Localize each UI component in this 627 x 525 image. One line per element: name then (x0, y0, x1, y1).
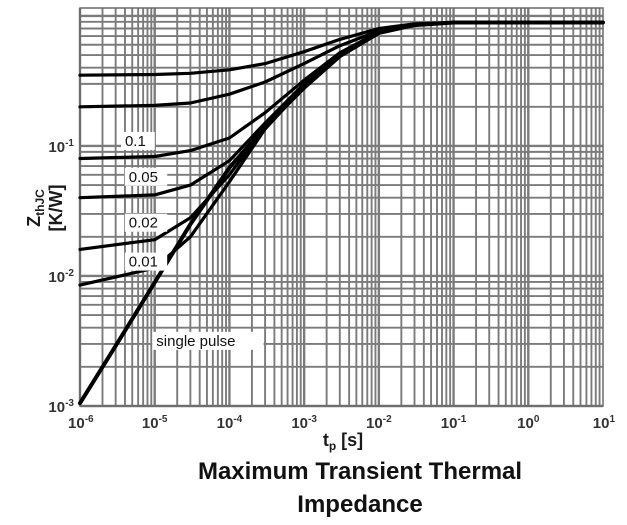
y-axis-title: ZthJC [K/W] (24, 185, 66, 232)
curve-label: 0.1 (125, 133, 146, 150)
y-axis-title-unit: [K/W] (46, 185, 66, 232)
x-tick-label-exponent: 1 (609, 414, 615, 425)
x-tick-label: 10-1 (441, 414, 467, 432)
y-tick-label-base: 10 (48, 139, 65, 156)
x-tick-label-base: 10 (142, 415, 159, 432)
y-tick-label: 10-3 (48, 398, 74, 416)
chart-caption-line-2: Impedance (297, 491, 422, 518)
x-tick-label-exponent: -3 (308, 414, 317, 425)
x-tick-label-exponent: -2 (383, 414, 392, 425)
y-axis-title-sub: thJC (33, 189, 47, 216)
x-tick-label-base: 10 (517, 415, 534, 432)
x-tick-label-exponent: -1 (457, 414, 466, 425)
x-axis-title-main: t (323, 430, 329, 450)
y-axis-title-symbol: ZthJC (24, 189, 47, 227)
curve-group (78, 20, 605, 406)
x-tick-label: 100 (517, 414, 540, 432)
y-tick-label-base: 10 (48, 269, 65, 286)
x-tick-label-exponent: -6 (85, 414, 94, 425)
x-axis-title-sub: p (329, 439, 336, 453)
y-tick-labels: 10-110-210-3 (48, 138, 74, 416)
y-tick-label-exponent: -3 (65, 398, 74, 409)
x-tick-label: 10-3 (291, 414, 317, 432)
x-tick-label-base: 10 (441, 415, 458, 432)
x-tick-labels: 10-6 10-5 10-4 10-3 10-2 10-1 100 101 (68, 414, 615, 432)
curve-label-background (152, 331, 264, 350)
x-tick-label: 10-6 (68, 414, 94, 432)
y-tick-label-exponent: -2 (65, 268, 74, 279)
curve-label: 0.05 (129, 169, 158, 186)
curve-label-group: 0.1 0.05 0.02 0.01 single pulse (120, 131, 264, 350)
x-tick-label-exponent: -4 (233, 414, 242, 425)
chart-caption-line-1: Maximum Transient Thermal (198, 458, 522, 485)
curve-label-background (124, 167, 168, 186)
y-axis-title-main: Z (24, 216, 44, 227)
curve-label: 0.02 (129, 215, 158, 232)
x-tick-label: 101 (593, 414, 616, 432)
x-axis-title: tp [s] (323, 430, 363, 453)
y-tick-label: 10-2 (48, 268, 74, 286)
x-tick-label: 10-5 (142, 414, 168, 432)
plot-frame (79, 7, 604, 407)
x-tick-label-base: 10 (593, 415, 610, 432)
x-tick-label-base: 10 (68, 415, 85, 432)
x-tick-label-base: 10 (291, 415, 308, 432)
curve-single-pulse (78, 20, 605, 406)
x-tick-label-base: 10 (217, 415, 234, 432)
x-tick-label: 10-2 (366, 414, 392, 432)
x-axis-title-unit: [s] (336, 430, 363, 450)
curve-label: 0.01 (129, 254, 158, 271)
x-tick-label-exponent: -5 (159, 414, 168, 425)
x-tick-label-base: 10 (366, 415, 383, 432)
curve-label: single pulse (156, 333, 235, 350)
y-tick-label-base: 10 (48, 399, 65, 416)
x-tick-label-exponent: 0 (534, 414, 540, 425)
curve-label-background (124, 252, 168, 271)
x-tick-label: 10-4 (217, 414, 243, 432)
curve-label-background (120, 131, 155, 150)
y-tick-label: 10-1 (48, 138, 74, 156)
y-tick-label-exponent: -1 (65, 138, 74, 149)
curve-label-background (124, 213, 168, 232)
